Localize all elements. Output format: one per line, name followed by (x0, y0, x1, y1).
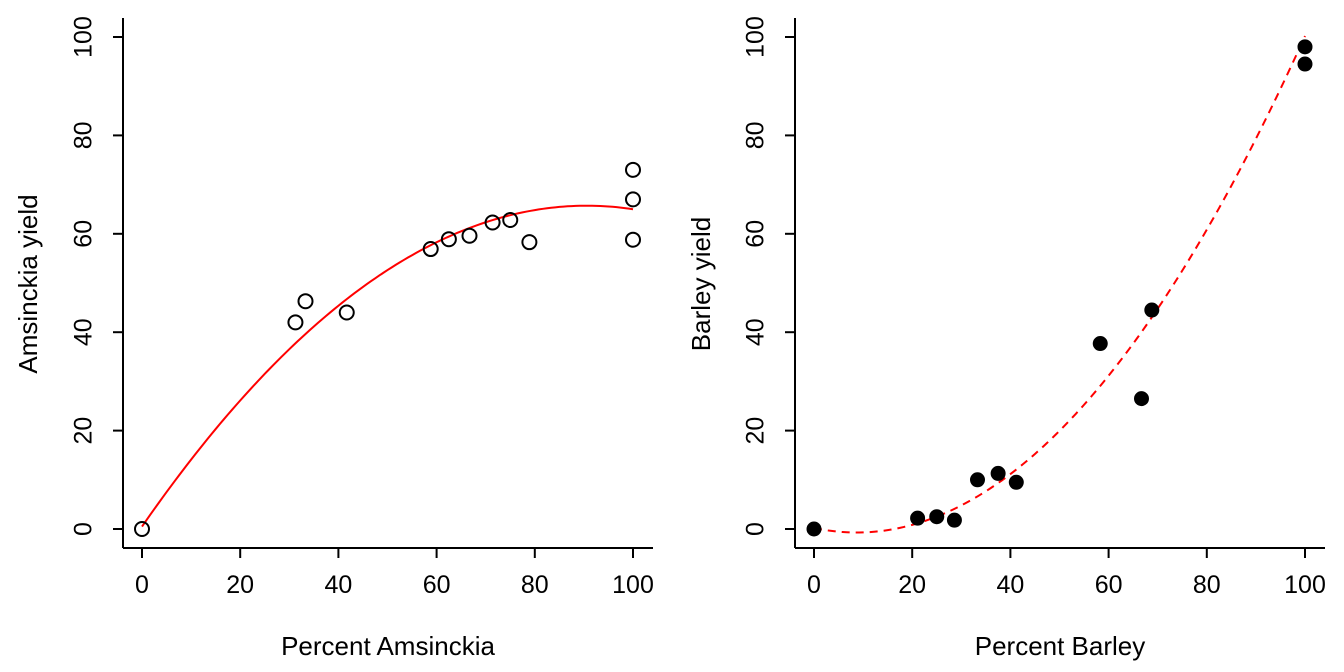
x-tick-label: 100 (1284, 571, 1326, 599)
data-point (1092, 336, 1108, 352)
fit-curve-amsinckia (141, 204, 634, 528)
data-point (134, 521, 150, 537)
data-point (297, 293, 314, 310)
data-point (929, 509, 945, 525)
panel-amsinckia: 0 20 40 60 80 100 0 20 40 60 80 100 Percent Amsinck… (13, 16, 654, 661)
x-tick-label: 40 (324, 571, 352, 599)
x-tick-label: 100 (612, 571, 654, 599)
x-tick-label: 0 (807, 571, 821, 599)
x-tick-label: 60 (423, 571, 451, 599)
y-tick-label: 60 (70, 220, 98, 248)
y-tick-label: 40 (742, 318, 770, 346)
x-tick-label: 60 (1095, 571, 1123, 599)
y-tick-label: 80 (742, 121, 770, 149)
x-tick-label: 40 (996, 571, 1024, 599)
points-barley (806, 39, 1313, 537)
data-point (502, 212, 519, 229)
data-point (970, 472, 986, 488)
data-point (625, 231, 641, 248)
data-point (946, 512, 962, 528)
data-point (484, 214, 501, 231)
data-point (910, 510, 926, 526)
x-tick-label: 0 (135, 571, 149, 599)
y-tick-label: 100 (70, 16, 98, 58)
fit-curve-barley (813, 35, 1306, 534)
data-point (440, 231, 457, 248)
x-tick-label: 80 (521, 571, 549, 599)
data-point (521, 234, 538, 251)
axes-barley: 0 20 40 60 80 100 0 20 40 60 80 100 (742, 16, 1326, 599)
y-tick-label: 0 (70, 522, 98, 536)
y-axis-title-amsinckia: Amsinckia yield (13, 194, 43, 373)
points-amsinckia (134, 161, 641, 537)
x-tick-label: 20 (898, 571, 926, 599)
data-point (625, 191, 641, 208)
data-point (1008, 474, 1024, 490)
data-point (422, 241, 439, 258)
data-point (1133, 391, 1149, 407)
y-tick-label: 20 (70, 417, 98, 445)
data-point (806, 521, 822, 537)
x-tick-label: 20 (226, 571, 254, 599)
y-tick-label: 60 (742, 220, 770, 248)
data-point (625, 161, 641, 178)
y-tick-label: 80 (70, 121, 98, 149)
y-tick-label: 20 (742, 417, 770, 445)
y-tick-label: 100 (742, 16, 770, 58)
y-tick-label: 40 (70, 318, 98, 346)
data-point (1297, 39, 1313, 55)
x-tick-label: 80 (1193, 571, 1221, 599)
data-point (461, 227, 478, 244)
data-point (1297, 56, 1313, 72)
x-axis-title-barley: Percent Barley (975, 631, 1146, 661)
axes-amsinckia: 0 20 40 60 80 100 0 20 40 60 80 100 (70, 16, 654, 599)
data-point (1144, 302, 1160, 318)
data-point (287, 314, 304, 331)
data-point (990, 465, 1006, 481)
x-axis-title-amsinckia: Percent Amsinckia (281, 631, 495, 661)
data-point (338, 304, 355, 321)
y-tick-label: 0 (742, 522, 770, 536)
y-axis-title-barley: Barley yield (686, 217, 716, 351)
